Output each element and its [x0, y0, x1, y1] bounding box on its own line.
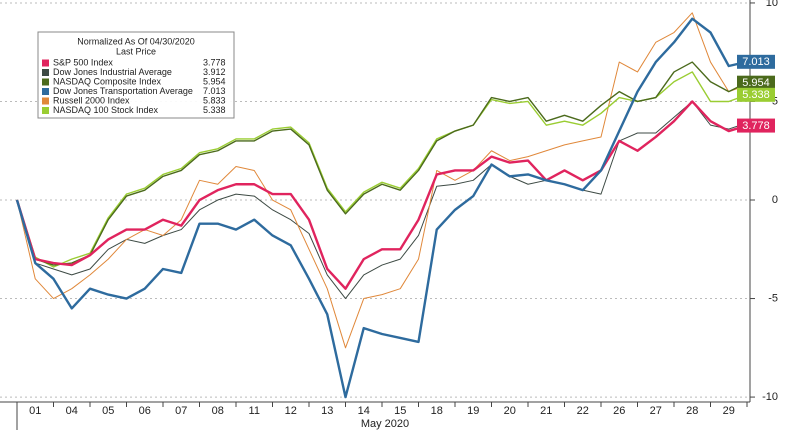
legend-swatch: [42, 78, 49, 86]
legend-swatch: [42, 97, 49, 105]
y-tick-label: 10: [766, 0, 778, 9]
x-tick-label: 20: [504, 405, 516, 417]
axis-tag-label: 7.013: [742, 56, 770, 68]
legend-swatch: [42, 59, 49, 67]
x-tick-label: 14: [358, 405, 370, 417]
legend-box: [37, 31, 235, 119]
legend-label: Russell 2000 Index: [53, 95, 130, 105]
axis-tag: [737, 75, 775, 90]
x-tick-label: 04: [66, 405, 78, 417]
y-tick-label: -5: [768, 292, 778, 304]
axis-tag: [737, 87, 775, 102]
series-line: [16, 71, 748, 268]
series-line: [16, 61, 748, 266]
legend-label: NASDAQ Composite Index: [53, 76, 162, 86]
legend-label: S&P 500 Index: [53, 57, 113, 67]
legend-swatch: [42, 88, 49, 95]
x-tick-label: 06: [139, 405, 151, 417]
legend-title: Normalized As Of 04/30/2020: [77, 36, 195, 46]
x-tick-label: 05: [102, 405, 114, 417]
axis-tag: [737, 118, 775, 133]
series-line: [15, 100, 748, 290]
x-tick-label: 18: [431, 405, 443, 417]
x-tick-label: 29: [723, 405, 735, 417]
x-tick-label: 26: [613, 405, 625, 417]
legend-swatch: [42, 107, 49, 114]
legend-subtitle: Last Price: [116, 46, 156, 56]
legend-value: 7.013: [203, 86, 226, 96]
axis-tag: [737, 54, 775, 69]
legend-swatch: [42, 69, 49, 76]
y-tick-label: 0: [772, 194, 778, 206]
x-tick-label: 15: [394, 405, 406, 417]
series-line: [15, 17, 748, 399]
series-line: [16, 100, 748, 300]
y-tick-label: -10: [762, 391, 778, 403]
legend-label: NASDAQ 100 Stock Index: [53, 105, 159, 115]
legend-value: 3.912: [203, 67, 226, 77]
series-line: [16, 12, 748, 349]
x-tick-label: 08: [212, 405, 224, 417]
x-axis-label: May 2020: [361, 418, 409, 430]
x-tick-label: 13: [321, 405, 333, 417]
x-tick-label: 22: [577, 405, 589, 417]
x-tick-label: 01: [29, 405, 41, 417]
x-tick-label: 07: [175, 405, 187, 417]
x-tick-label: 28: [686, 405, 698, 417]
x-tick-label: 21: [540, 405, 552, 417]
legend-value: 5.338: [203, 105, 226, 115]
legend: Normalized As Of 04/30/2020 Last Price S…: [37, 31, 235, 119]
axis-tag-label: 3.778: [742, 120, 770, 132]
legend-label: Dow Jones Industrial Average: [53, 67, 172, 77]
legend-value: 5.954: [203, 76, 226, 86]
legend-value: 5.833: [203, 95, 226, 105]
x-tick-label: 27: [650, 405, 662, 417]
axis-tag-label: 5.338: [742, 89, 770, 101]
x-tick-label: 19: [467, 405, 479, 417]
x-tick-label: 11: [249, 405, 260, 417]
x-tick-label: 12: [285, 405, 297, 417]
legend-label: Dow Jones Transportation Average: [53, 86, 193, 96]
legend-value: 3.778: [203, 57, 226, 67]
axis-tag-label: 5.954: [742, 77, 770, 89]
